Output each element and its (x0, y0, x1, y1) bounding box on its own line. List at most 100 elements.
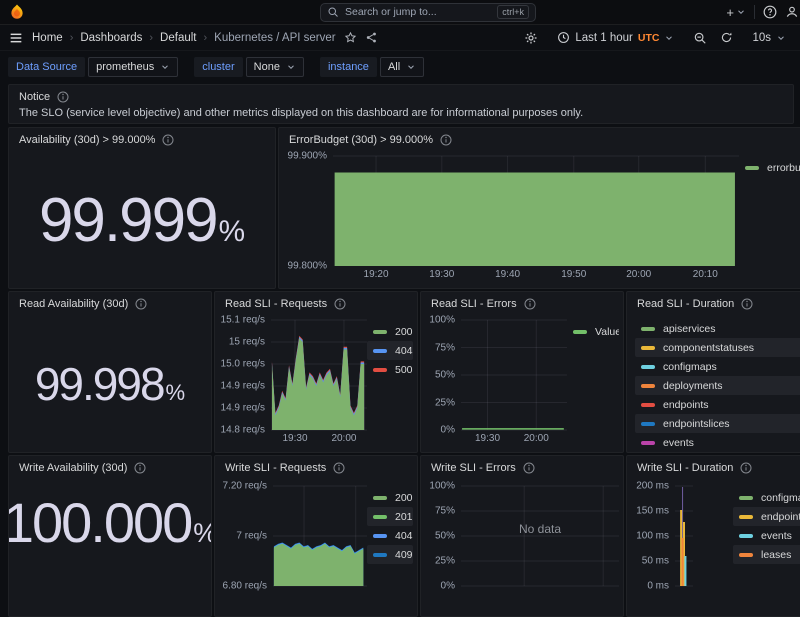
panel-header[interactable]: Read Availability (30d) (9, 292, 211, 316)
legend-label: deployments (663, 379, 723, 392)
dashboard-settings-button[interactable] (524, 31, 538, 45)
plot-area[interactable]: No data (461, 486, 619, 586)
legend-item[interactable]: 500 (367, 360, 413, 379)
legend-swatch (745, 165, 759, 170)
panel-title: Availability (30d) > 99.000% (19, 134, 156, 146)
panel-write-duration: Write SLI - Duration 200 ms 150 ms 100 ms 5… (626, 455, 800, 617)
menu-button[interactable] (8, 29, 24, 45)
legend-item[interactable]: events (635, 433, 800, 452)
legend-item[interactable]: apiservices (635, 319, 800, 338)
y-axis-tick: 50% (434, 530, 455, 542)
grafana-logo[interactable] (8, 3, 26, 21)
y-axis-tick: 14.9 req/s (220, 402, 265, 414)
errorbudget-chart[interactable]: 99.900% 99.800% 19:20 19:30 19:40 19:50 20:00… (287, 151, 800, 282)
panel-header[interactable]: Availability (30d) > 99.000% (9, 128, 275, 152)
info-icon[interactable] (440, 134, 452, 146)
legend-item[interactable]: Value (567, 322, 619, 341)
y-axis: 100% 75% 50% 25% 0% (429, 481, 461, 592)
legend-item[interactable]: 404 (367, 341, 413, 360)
write-errors-chart[interactable]: 100% 75% 50% 25% 0% No data (429, 481, 619, 592)
panel-read-availability: Read Availability (30d) 99.998% (8, 291, 212, 453)
plot-area[interactable] (675, 486, 693, 586)
y-axis: 7.20 req/s 7 req/s 6.80 req/s (223, 481, 273, 592)
search-input[interactable]: Search or jump to... ctrl+k (320, 2, 536, 22)
legend-item[interactable]: componentstatuses (635, 338, 800, 357)
info-icon[interactable] (334, 298, 346, 310)
read-requests-chart[interactable]: 15.1 req/s 15 req/s 15.0 req/s 14.9 req/s 14… (220, 315, 413, 446)
legend-item[interactable]: endpoints (733, 507, 800, 526)
info-icon[interactable] (135, 298, 147, 310)
profile-button[interactable] (785, 5, 799, 19)
y-axis-tick: 15 req/s (228, 336, 265, 348)
info-icon[interactable] (523, 462, 535, 474)
write-requests-chart[interactable]: 7.20 req/s 7 req/s 6.80 req/s 200 201 404 409 (223, 481, 413, 592)
info-icon[interactable] (524, 298, 536, 310)
panel-title: Notice (19, 91, 51, 103)
breadcrumb: Home › Dashboards › Default › Kubernetes / API… (32, 32, 336, 44)
read-errors-chart[interactable]: 100% 75% 50% 25% 0% 19:30 20:00 Value (429, 315, 619, 446)
legend-item[interactable]: configmaps (733, 488, 800, 507)
legend-item[interactable]: errorbudget (739, 158, 800, 177)
legend-label: endpointslices (663, 417, 730, 430)
legend-item[interactable]: events (733, 526, 800, 545)
panel-header[interactable]: Notice (9, 85, 793, 109)
star-button[interactable] (344, 31, 357, 44)
refresh-icon (720, 31, 733, 44)
refresh-button[interactable] (720, 31, 733, 44)
breadcrumb-item[interactable]: Home (32, 31, 63, 44)
legend-item[interactable]: leases (733, 545, 800, 564)
plot-area[interactable] (273, 486, 367, 586)
panel-notice: Notice The SLO (service level objective)… (8, 84, 794, 124)
info-icon[interactable] (162, 134, 174, 146)
panel-header[interactable]: Write SLI - Duration (627, 456, 800, 480)
legend-item[interactable]: endpointslices (635, 414, 800, 433)
breadcrumb-item[interactable]: Default (160, 31, 197, 44)
panel-header[interactable]: Read SLI - Duration (627, 292, 800, 316)
legend-label: 200 (395, 325, 413, 338)
info-icon[interactable] (741, 298, 753, 310)
breadcrumb-item[interactable]: Dashboards (80, 31, 143, 44)
plot-area[interactable] (461, 320, 567, 430)
refresh-interval-picker[interactable]: 10s (746, 31, 792, 45)
plot-area[interactable] (271, 320, 367, 430)
legend-item[interactable]: deployments (635, 376, 800, 395)
legend-item[interactable]: 200 (367, 488, 413, 507)
legend-item[interactable]: configmaps (635, 357, 800, 376)
legend-item[interactable]: 201 (367, 507, 413, 526)
variable-value-dropdown[interactable]: None (245, 57, 304, 77)
panel-header[interactable]: ErrorBudget (30d) > 99.000% (279, 128, 800, 152)
plot-area[interactable] (333, 156, 739, 266)
legend-item[interactable]: 409 (367, 545, 413, 564)
legend-label: 500 (395, 363, 413, 376)
variable-value-dropdown[interactable]: All (379, 57, 425, 77)
gear-icon (524, 31, 538, 45)
panel-header[interactable]: Write SLI - Requests (215, 456, 417, 480)
help-button[interactable] (763, 5, 777, 19)
add-button[interactable]: + (726, 5, 746, 20)
panel-header[interactable]: Read SLI - Errors (421, 292, 623, 316)
legend-item[interactable]: endpoints (635, 395, 800, 414)
x-axis-tick: 20:00 (523, 433, 549, 444)
legend-label: 404 (395, 529, 413, 542)
legend-item[interactable]: 404 (367, 526, 413, 545)
info-icon[interactable] (333, 462, 345, 474)
info-icon[interactable] (740, 462, 752, 474)
legend: configmaps endpoints events leases (733, 488, 800, 564)
legend-swatch (641, 326, 655, 331)
y-axis-tick: 25% (434, 397, 455, 408)
panel-header[interactable]: Read SLI - Requests (215, 292, 417, 316)
variable-group: instance All (319, 57, 425, 77)
share-button[interactable] (365, 31, 378, 44)
legend-item[interactable]: 200 (367, 322, 413, 341)
panel-header[interactable]: Write Availability (30d) (9, 456, 211, 480)
y-axis-tick: 6.80 req/s (222, 580, 267, 592)
help-icon (763, 5, 777, 19)
write-duration-chart[interactable]: 200 ms 150 ms 100 ms 50 ms 0 ms configmaps en… (635, 481, 800, 592)
time-range-picker[interactable]: Last 1 hour UTC (551, 30, 680, 45)
y-axis: 200 ms 150 ms 100 ms 50 ms 0 ms (635, 481, 675, 592)
panel-header[interactable]: Write SLI - Errors (421, 456, 623, 480)
zoom-out-button[interactable] (693, 31, 707, 45)
y-axis-tick: 7 req/s (236, 530, 267, 542)
info-icon[interactable] (57, 91, 69, 103)
variable-value-dropdown[interactable]: prometheus (88, 57, 179, 77)
